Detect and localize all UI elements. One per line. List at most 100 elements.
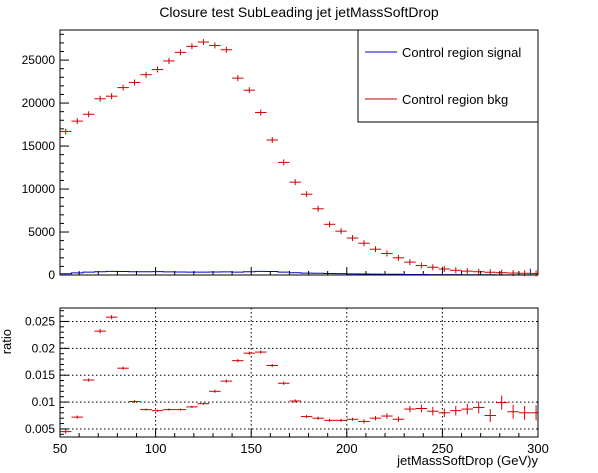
ratio-data-layer <box>60 314 538 434</box>
bkg-point <box>323 221 336 228</box>
ratio-y-tick-label: 0.025 <box>25 314 55 328</box>
main-axis-ticks <box>59 33 539 276</box>
bkg-point <box>232 75 244 82</box>
legend-entry-signal: Control region signal <box>365 45 521 60</box>
ratio-y-tick-label: 0.015 <box>25 368 55 382</box>
ratio-point <box>105 314 118 320</box>
x-axis-label: jetMassSoftDrop (GeV)y <box>396 453 538 468</box>
ratio-y-tick-label: 0.02 <box>32 341 56 355</box>
ratio-point <box>174 408 187 411</box>
ratio-plot-frame <box>59 307 539 438</box>
ratio-point <box>128 399 141 404</box>
bkg-point <box>128 79 141 86</box>
ratio-y-tick-labels: 0.005 0.01 0.015 0.02 0.025 <box>25 314 55 436</box>
bkg-point <box>94 95 106 102</box>
ratio-grid <box>60 308 538 437</box>
bkg-point <box>277 159 290 166</box>
signal-histogram <box>59 270 539 276</box>
ratio-point <box>484 409 496 422</box>
bkg-point <box>140 71 152 78</box>
ratio-point <box>277 381 290 385</box>
bkg-point <box>312 205 324 212</box>
bkg-point <box>335 228 347 235</box>
ratio-point <box>266 363 278 368</box>
legend-signal-label: Control region signal <box>402 45 521 60</box>
bkg-point <box>163 57 175 64</box>
ratio-point <box>507 404 519 419</box>
bkg-point <box>404 259 416 266</box>
ratio-point <box>369 416 382 421</box>
ratio-point <box>163 408 175 411</box>
ratio-point <box>60 429 72 434</box>
ratio-point <box>312 416 324 420</box>
bkg-point <box>369 246 382 253</box>
bkg-point <box>220 46 233 53</box>
main-y-tick-label: 10000 <box>22 182 56 196</box>
ratio-point <box>300 414 313 419</box>
bkg-point <box>289 179 301 186</box>
bkg-point <box>450 267 462 274</box>
ratio-point <box>450 405 462 416</box>
bkg-point <box>197 39 210 46</box>
bkg-point <box>438 265 451 272</box>
ratio-x-tick-label: 200 <box>336 441 358 456</box>
main-plot-frame <box>59 29 539 276</box>
legend: Control region signal Control region bkg <box>357 29 539 123</box>
bkg-point <box>105 93 118 100</box>
main-y-tick-label: 15000 <box>22 139 56 153</box>
bkg-point <box>71 118 83 125</box>
ratio-point <box>381 413 393 419</box>
ratio-axis-ticks <box>59 310 539 437</box>
bkg-point <box>415 262 428 269</box>
bkg-point <box>300 191 313 198</box>
ratio-point <box>140 408 152 411</box>
ratio-point <box>209 389 221 393</box>
ratio-point <box>335 418 347 422</box>
bkg-point <box>427 264 439 271</box>
ratio-point <box>243 351 256 355</box>
chart-title: Closure test SubLeading jet jetMassSoftD… <box>159 4 439 20</box>
ratio-point <box>71 415 83 419</box>
ratio-point <box>151 409 164 412</box>
ratio-point <box>82 378 95 382</box>
ratio-point <box>461 403 473 415</box>
bkg-point <box>82 111 95 118</box>
ratio-plot-panel: 0.005 0.01 0.015 0.02 0.025 50 100 150 200 250 30… <box>0 307 549 468</box>
bkg-point <box>484 269 496 276</box>
legend-entry-bkg: Control region bkg <box>365 92 508 107</box>
bkg-point <box>186 43 198 50</box>
ratio-point <box>232 359 244 363</box>
ratio-point <box>197 402 210 405</box>
main-plot-panel: 0 5000 10000 15000 20000 25000 <box>22 29 539 282</box>
ratio-x-tick-label: 50 <box>53 441 67 456</box>
ratio-point <box>518 405 531 420</box>
ratio-point <box>117 366 129 370</box>
ratio-point <box>427 406 439 416</box>
ratio-x-tick-label: 300 <box>527 441 549 456</box>
ratio-x-tick-label: 100 <box>145 441 167 456</box>
ratio-point <box>289 399 301 403</box>
ratio-point <box>220 379 233 383</box>
bkg-point <box>472 268 485 275</box>
ratio-point <box>94 328 106 334</box>
ratio-x-tick-label: 250 <box>432 441 454 456</box>
bkg-point <box>243 87 256 94</box>
ratio-y-axis-label: ratio <box>0 329 14 354</box>
bkg-point <box>461 268 473 275</box>
main-y-tick-label: 20000 <box>22 96 56 110</box>
bkg-point <box>117 84 129 91</box>
ratio-x-tick-labels: 50 100 150 200 250 300 <box>53 441 549 456</box>
ratio-point <box>495 395 508 410</box>
bkg-point <box>151 66 164 73</box>
ratio-point <box>392 416 405 422</box>
bkg-point <box>266 137 278 144</box>
ratio-point <box>255 350 267 354</box>
ratio-point <box>358 419 370 424</box>
ratio-point <box>186 405 198 408</box>
ratio-y-tick-label: 0.005 <box>25 422 55 436</box>
bkg-point <box>209 42 221 49</box>
bkg-point <box>381 250 393 257</box>
bkg-point <box>174 49 187 56</box>
ratio-point <box>404 405 416 413</box>
